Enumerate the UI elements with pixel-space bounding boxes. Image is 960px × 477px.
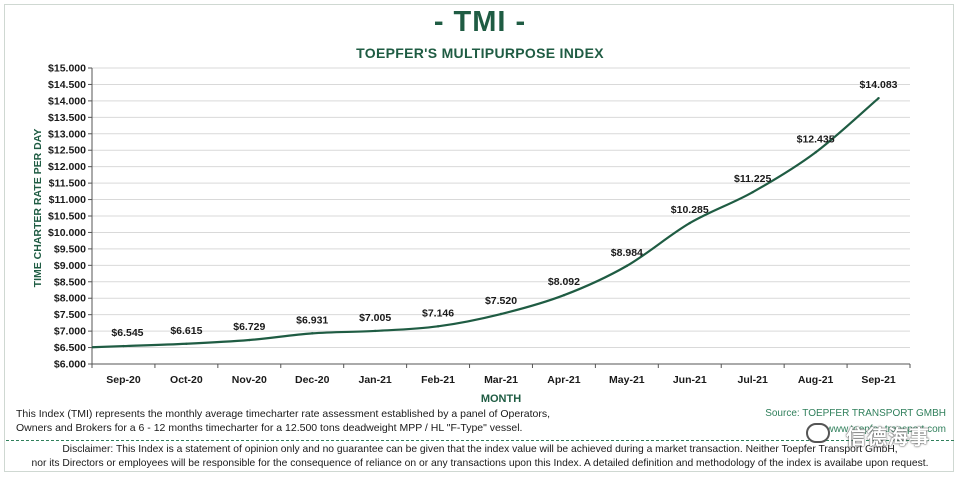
- data-point: [751, 190, 754, 194]
- data-label: $6.615: [170, 325, 202, 337]
- y-tick-label: $14.000: [48, 95, 86, 107]
- data-label: $6.545: [111, 327, 143, 339]
- data-label: $8.092: [548, 276, 580, 288]
- data-label: $11.225: [734, 173, 772, 185]
- y-tick-label: $13.000: [48, 128, 86, 140]
- y-tick-label: $12.500: [48, 145, 86, 157]
- x-tick-label: Sep-21: [861, 374, 896, 386]
- series-line-tmi: [91, 97, 880, 349]
- x-tick-label: Apr-21: [547, 374, 580, 386]
- y-tick-label: $15.000: [48, 63, 86, 75]
- data-label: $7.146: [422, 307, 454, 319]
- y-tick-label: $11.500: [49, 178, 87, 190]
- disclaimer-line-2: nor its Directors or employees will be r…: [31, 458, 929, 469]
- data-point: [185, 342, 188, 345]
- y-tick-label: $10.000: [48, 227, 86, 239]
- x-tick-label: Aug-21: [798, 374, 834, 386]
- x-tick-label: Jan-21: [359, 374, 392, 386]
- disclaimer: Disclaimer: This Index is a statement of…: [6, 443, 954, 471]
- y-axis-title: TIME CHARTER RATE PER DAY: [32, 129, 44, 288]
- y-tick-label: $8.500: [54, 276, 86, 288]
- x-tick-label: Dec-20: [295, 374, 330, 386]
- y-tick-label: $13.500: [48, 112, 86, 124]
- y-tick-label: $14.500: [48, 79, 86, 91]
- x-tick-label: Jun-21: [673, 374, 707, 386]
- description-line-2: Owners and Brokers for a 6 - 12 months t…: [16, 422, 523, 434]
- x-tick-label: Oct-20: [170, 374, 203, 386]
- x-tick-label: Sep-20: [106, 374, 141, 386]
- data-label: $10.285: [671, 204, 709, 216]
- data-point: [248, 338, 251, 342]
- description-line-1: This Index (TMI) represents the monthly …: [16, 408, 550, 420]
- x-tick-label: Mar-21: [484, 374, 518, 386]
- y-tick-label: $7.500: [54, 309, 86, 321]
- y-tick-label: $9.000: [54, 260, 86, 272]
- gridlines: [92, 67, 910, 349]
- data-point: [562, 293, 566, 297]
- data-point: [122, 344, 125, 348]
- wechat-icon: [806, 423, 830, 443]
- source-url: www.toepfer-transport.com: [826, 424, 947, 435]
- x-axis-title: MONTH: [481, 393, 521, 405]
- chart-subtitle: TOEPFER'S MULTIPURPOSE INDEX: [356, 45, 604, 61]
- data-point: [877, 96, 880, 100]
- y-tick-label: $8.000: [54, 293, 86, 305]
- source-credit: Source: TOEPFER TRANSPORT GMBH: [765, 408, 946, 419]
- y-tick-label: $6.500: [54, 342, 86, 354]
- x-axis-ticks: Sep-20 Oct-20 Nov-20 Dec-20 Jan-21 Feb-21 Mar-…: [91, 364, 911, 386]
- data-label: $14.083: [860, 79, 898, 91]
- disclaimer-line-1: Disclaimer: This Index is a statement of…: [62, 444, 898, 455]
- data-point: [688, 221, 691, 225]
- chart-title: - TMI -: [433, 6, 527, 38]
- x-tick-label: Feb-21: [421, 374, 455, 386]
- data-point: [625, 264, 629, 268]
- data-point: [436, 325, 440, 328]
- y-tick-label: $6.000: [54, 359, 86, 371]
- data-point: [499, 312, 503, 316]
- chart-frame: [4, 4, 954, 472]
- y-tick-label: $7.000: [54, 326, 86, 338]
- x-tick-label: Nov-20: [232, 374, 267, 386]
- y-tick-label: $11.000: [49, 194, 87, 206]
- y-tick-label: $9.500: [54, 243, 86, 255]
- y-tick-label: $10.500: [48, 211, 86, 223]
- data-label: $6.729: [233, 321, 265, 333]
- series: [91, 96, 880, 349]
- footer-divider: [6, 440, 954, 441]
- data-label: $8.984: [611, 247, 643, 259]
- x-tick-label: May-21: [609, 374, 645, 386]
- watermark-text: 信德海事: [846, 427, 930, 449]
- data-label: $12.435: [797, 133, 835, 145]
- data-point: [373, 329, 377, 333]
- line-chart: $6.000 $6.500 $7.000 $7.500 $8.000 $8.500 $9.0…: [32, 63, 911, 405]
- data-point: [311, 332, 314, 335]
- y-tick-label: $12.000: [48, 161, 86, 173]
- data-labels: $6.545 $6.615 $6.729 $6.931 $7.005 $7.146 $7.5…: [111, 79, 897, 339]
- x-tick-label: Jul-21: [738, 374, 769, 386]
- y-axis-ticks: $6.000 $6.500 $7.000 $7.500 $8.000 $8.500 $9.0…: [48, 63, 92, 371]
- data-label: $7.005: [359, 312, 391, 324]
- data-point: [814, 151, 817, 154]
- data-label: $6.931: [296, 314, 328, 326]
- data-label: $7.520: [485, 295, 517, 307]
- index-description: This Index (TMI) represents the monthly …: [16, 407, 616, 435]
